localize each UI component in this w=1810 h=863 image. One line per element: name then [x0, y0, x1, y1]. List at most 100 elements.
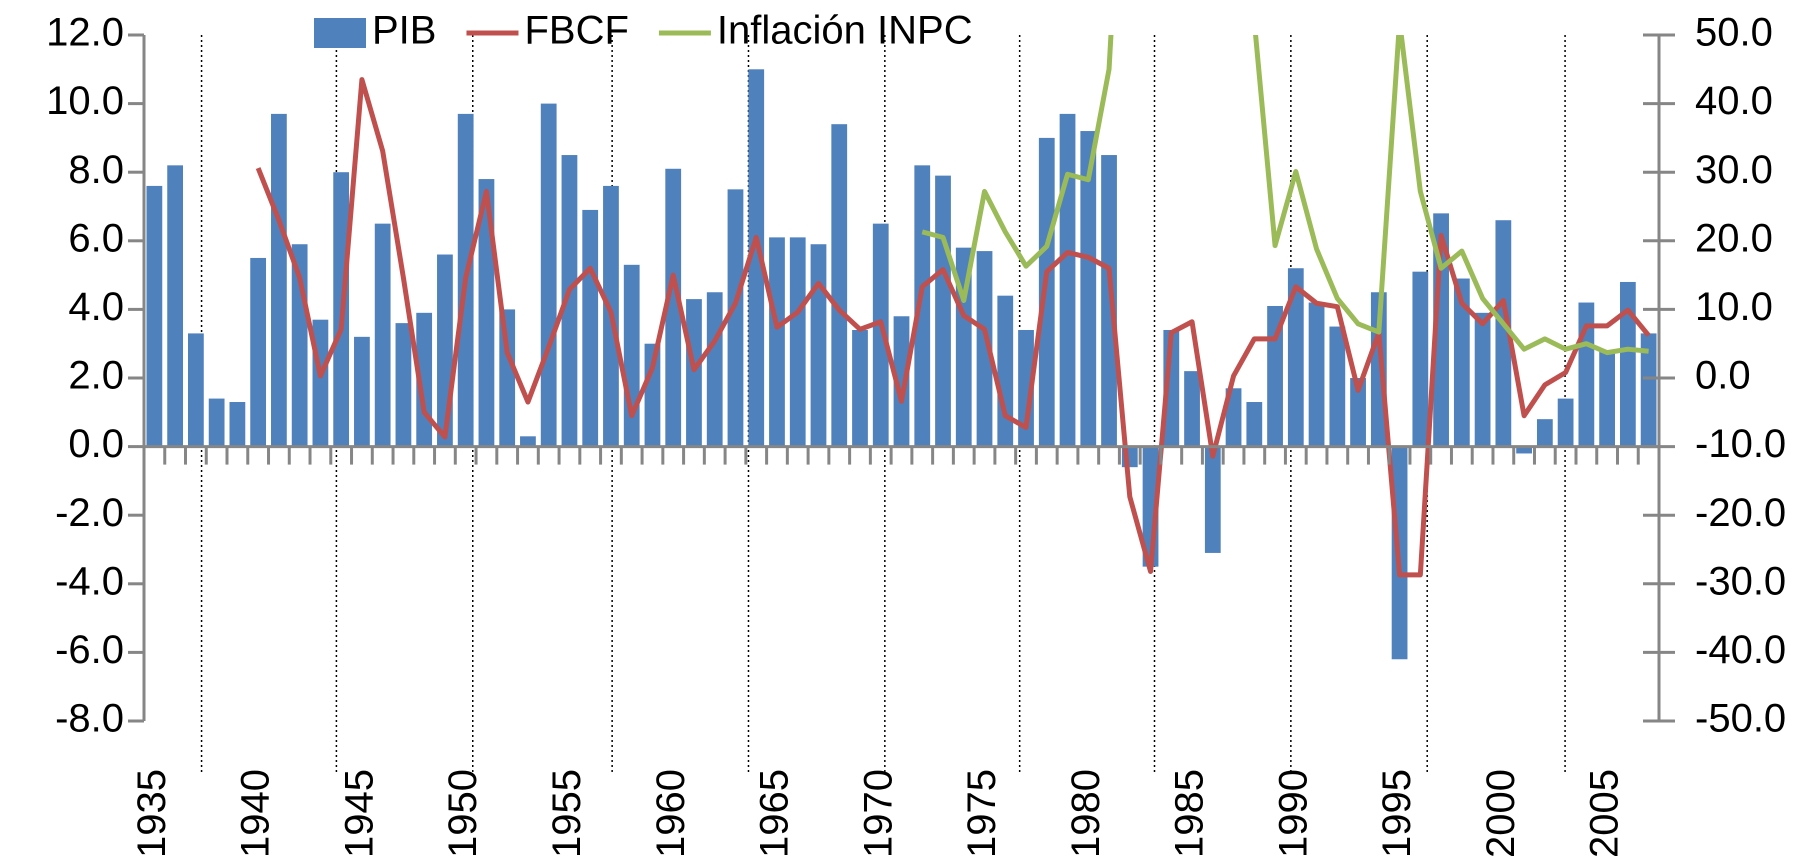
bar	[644, 343, 661, 447]
bar	[1184, 371, 1200, 447]
bar	[250, 257, 267, 447]
x-tick-label: 1995	[1375, 769, 1419, 858]
bar	[727, 189, 744, 447]
y2-tick-label: 40.0	[1695, 79, 1773, 123]
bar	[478, 179, 495, 447]
x-tick-label: 2000	[1479, 769, 1523, 858]
bar	[789, 237, 806, 447]
y2-tick-label: -20.0	[1695, 491, 1786, 535]
bar	[1412, 271, 1429, 447]
bar	[1329, 326, 1346, 447]
bar	[271, 113, 287, 447]
y-tick-label: 6.0	[68, 216, 124, 260]
y-tick-label: 0.0	[68, 422, 124, 466]
x-tick-label: 1950	[441, 769, 485, 858]
bar	[1287, 268, 1304, 447]
bar	[852, 329, 868, 447]
y-tick-label: 2.0	[68, 354, 124, 398]
bar	[1350, 378, 1366, 447]
legend-label: PIB	[372, 9, 436, 53]
bar	[1619, 281, 1636, 447]
y-tick-label: -4.0	[55, 559, 124, 603]
y-tick-label: 12.0	[46, 11, 124, 55]
y2-tick-label: 50.0	[1695, 11, 1773, 55]
bar	[686, 299, 702, 447]
bar	[1059, 113, 1076, 447]
bar	[1246, 402, 1263, 447]
bar	[167, 165, 184, 447]
y2-tick-label: -40.0	[1695, 628, 1786, 672]
x-tick-label: 1965	[753, 769, 797, 858]
bar	[374, 223, 391, 447]
lines	[255, 35, 1651, 578]
bar	[748, 69, 765, 447]
bar	[914, 165, 931, 447]
bar	[623, 264, 640, 447]
bar	[229, 402, 246, 447]
bar	[831, 124, 848, 447]
legend-label: FBCF	[524, 9, 628, 53]
bar	[1453, 278, 1470, 447]
bar	[1599, 350, 1616, 447]
x-tick-label: 1980	[1064, 769, 1108, 858]
bar	[1495, 220, 1512, 447]
y2-tick-label: -10.0	[1695, 422, 1786, 466]
y2-tick-label: 0.0	[1695, 354, 1751, 398]
bar	[1018, 329, 1034, 447]
bar	[935, 175, 951, 447]
x-tick-label: 2005	[1583, 769, 1627, 858]
x-tick-label: 1990	[1271, 769, 1315, 858]
bar	[997, 295, 1014, 447]
bar	[540, 103, 557, 447]
y2-tick-label: 10.0	[1695, 285, 1773, 329]
y2-tick-label: -50.0	[1695, 697, 1786, 741]
bar	[706, 292, 723, 447]
bar	[395, 323, 412, 447]
y-tick-label: -2.0	[55, 491, 124, 535]
bar	[1038, 137, 1055, 447]
x-tick-label: 1940	[234, 769, 278, 858]
bar	[955, 247, 972, 447]
bar	[582, 209, 599, 447]
bar	[665, 168, 682, 447]
series-line	[921, 35, 1649, 356]
bar	[769, 237, 785, 447]
x-tick-label: 1935	[130, 769, 174, 858]
bar	[499, 309, 516, 447]
bar	[520, 436, 536, 447]
y2-tick-label: 20.0	[1695, 216, 1773, 260]
x-tick-label: 1955	[545, 769, 589, 858]
bars	[146, 69, 1657, 660]
bar	[1474, 312, 1491, 447]
bar	[893, 316, 910, 447]
bar	[354, 336, 370, 447]
y2-tick-label: -30.0	[1695, 559, 1786, 603]
bar	[1225, 388, 1242, 447]
y-tick-label: -8.0	[55, 697, 124, 741]
bar	[146, 185, 163, 447]
bar	[1080, 131, 1097, 447]
x-tick-label: 1960	[649, 769, 693, 858]
bar	[187, 333, 204, 447]
y-tick-label: -6.0	[55, 628, 124, 672]
bar	[976, 251, 993, 447]
bar	[561, 155, 578, 447]
bar	[1204, 446, 1221, 553]
x-tick-label: 1945	[337, 769, 381, 858]
bar	[1516, 446, 1532, 454]
series-line	[255, 77, 1651, 578]
x-tick-label: 1975	[960, 769, 1004, 858]
bar	[1640, 333, 1657, 447]
bar	[1536, 419, 1553, 447]
bar	[1101, 155, 1117, 447]
bar	[1308, 302, 1325, 447]
y-tick-label: 10.0	[46, 79, 124, 123]
legend-label: Inflación INPC	[717, 9, 973, 53]
x-tick-label: 1985	[1168, 769, 1212, 858]
y-tick-label: 8.0	[68, 148, 124, 192]
y-tick-label: 4.0	[68, 285, 124, 329]
bar	[810, 244, 827, 447]
bar	[208, 398, 225, 447]
x-tick-label: 1970	[856, 769, 900, 858]
legend-swatch	[314, 18, 366, 48]
